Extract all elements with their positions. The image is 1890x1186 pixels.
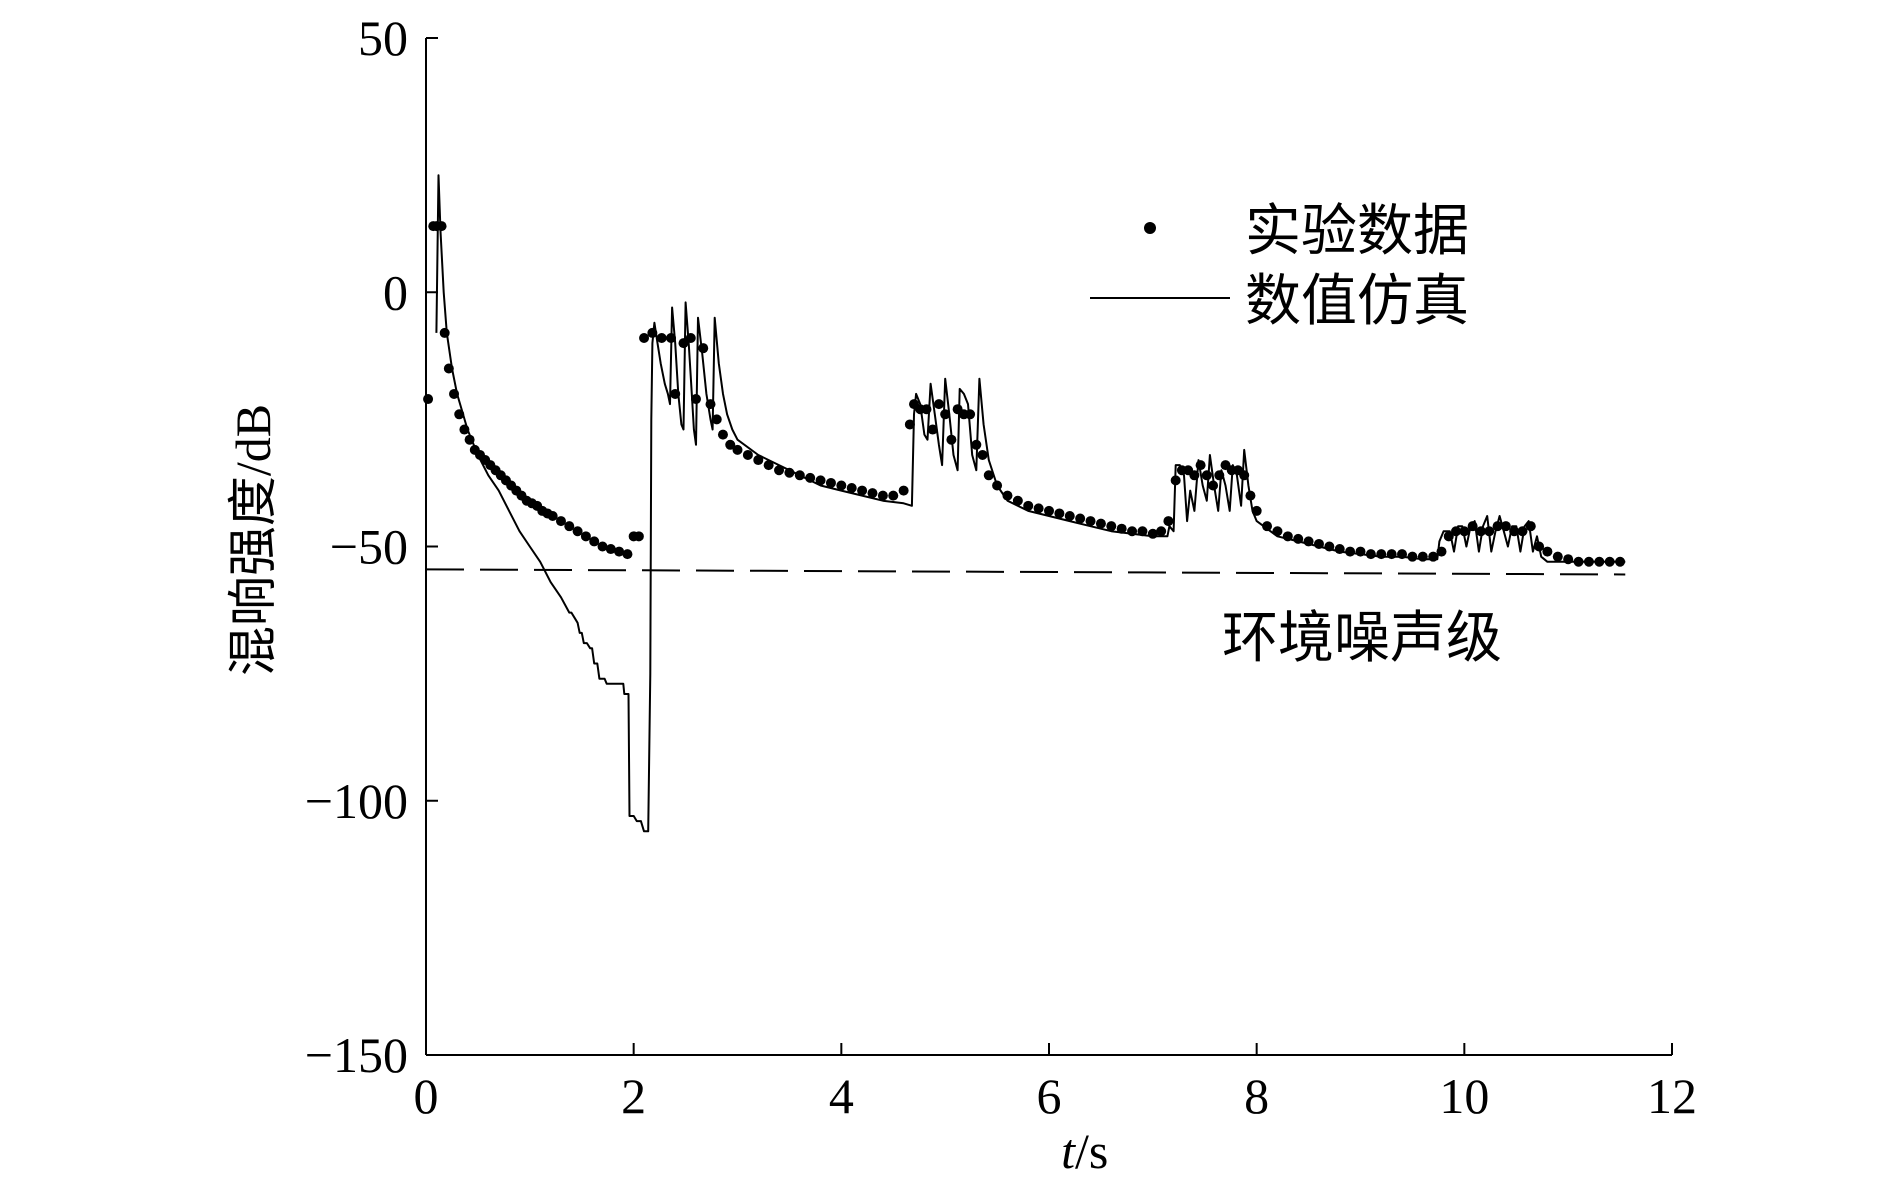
x-axis-unit: /s [1075, 1123, 1108, 1179]
experiment-data-point [867, 488, 878, 499]
experiment-data-point [436, 221, 447, 232]
y-tick-label: 0 [383, 264, 408, 320]
y-tick-label: −50 [330, 519, 408, 575]
experiment-data-point [836, 480, 847, 491]
experiment-data-point [753, 455, 764, 466]
experiment-data-point [678, 338, 689, 349]
axes: 0 2 4 6 8 10 12 50 0 −50 −100 −150 [305, 10, 1697, 1124]
experiment-data-point [698, 343, 709, 354]
experiment-data-point [732, 444, 743, 455]
experiment-data-point [1542, 546, 1553, 557]
experiment-data-point [711, 414, 722, 425]
y-tick-label: −150 [305, 1027, 408, 1083]
experiment-data-point [983, 470, 994, 481]
experiment-data-point [763, 460, 774, 471]
experiment-data-point [725, 439, 736, 450]
x-tick-label: 4 [829, 1068, 854, 1124]
x-tick-label: 6 [1037, 1068, 1062, 1124]
experiment-data-point [1262, 521, 1273, 532]
ambient-noise-line [425, 568, 1626, 576]
experiment-data-point [933, 399, 944, 410]
experiment-data-point [717, 429, 728, 440]
experiment-data-point [940, 409, 951, 420]
experiment-data-point [846, 483, 857, 494]
experiment-data-point [774, 465, 785, 476]
experiment-data-point [742, 449, 753, 460]
plot-area [423, 174, 1626, 833]
experiment-data-point [965, 409, 976, 420]
x-tick-label: 8 [1244, 1068, 1269, 1124]
experiment-data-point [597, 541, 608, 552]
experiment-data-point [1064, 510, 1075, 521]
experiment-data-point [898, 485, 909, 496]
experiment-data-point [656, 333, 667, 344]
experiment-data-point [815, 475, 826, 486]
simulation-line [435, 174, 1626, 833]
experiment-data-point [639, 333, 650, 344]
x-tick-label: 2 [621, 1068, 646, 1124]
experiment-data-point [1054, 508, 1065, 519]
experiment-data-point [614, 546, 625, 557]
experiment-data-point [1552, 551, 1563, 562]
x-axis-title: t [1061, 1123, 1076, 1179]
experiment-data-point [1075, 513, 1086, 524]
x-tick-label: 0 [414, 1068, 439, 1124]
legend-label: 实验数据 [1245, 199, 1469, 264]
experiment-data-point [805, 472, 816, 483]
y-tick-label: 50 [358, 10, 408, 66]
legend-marker-dots [1144, 222, 1156, 234]
experiment-data-point [825, 477, 836, 488]
experiment-data-point [1201, 470, 1212, 481]
experiment-data-point [927, 424, 938, 435]
experiment-data-point [877, 490, 888, 501]
experiment-data-point [1012, 495, 1023, 506]
experiment-data-point [572, 526, 583, 537]
experiment-data-point [904, 419, 915, 430]
experiment-data-point [1106, 521, 1117, 532]
experiment-data-point [1085, 516, 1096, 527]
experiment-data-point [784, 467, 795, 478]
experiment-data-point [423, 394, 434, 405]
experiment-data-point [1163, 516, 1174, 527]
experiment-data-point [580, 531, 591, 542]
experiment-data-point [605, 544, 616, 555]
experiment-data-point [1095, 518, 1106, 529]
legend-label: 数值仿真 [1245, 269, 1469, 334]
experiment-data-point [977, 449, 988, 460]
ambient-noise-label: 环境噪声级 [1222, 606, 1502, 671]
experiment-data-point [1023, 500, 1034, 511]
experiment-data-point [555, 516, 566, 527]
experiment-data-point [633, 531, 644, 542]
y-axis-title: 混响强度/dB [225, 404, 281, 676]
x-tick-label: 10 [1439, 1068, 1489, 1124]
experiment-data-point [547, 510, 558, 521]
experiment-data-point [564, 521, 575, 532]
experiment-data-point [1156, 526, 1167, 537]
y-tick-label: −100 [305, 773, 408, 829]
experiment-data-point [1033, 503, 1044, 514]
experiment-data-point [888, 490, 899, 501]
experiment-data-point [622, 549, 633, 560]
experiment-data-point [589, 536, 600, 547]
experiment-data-point [1208, 480, 1219, 491]
experiment-data-point [1044, 505, 1054, 516]
experiment-data-point [857, 485, 868, 496]
x-tick-label: 12 [1647, 1068, 1697, 1124]
